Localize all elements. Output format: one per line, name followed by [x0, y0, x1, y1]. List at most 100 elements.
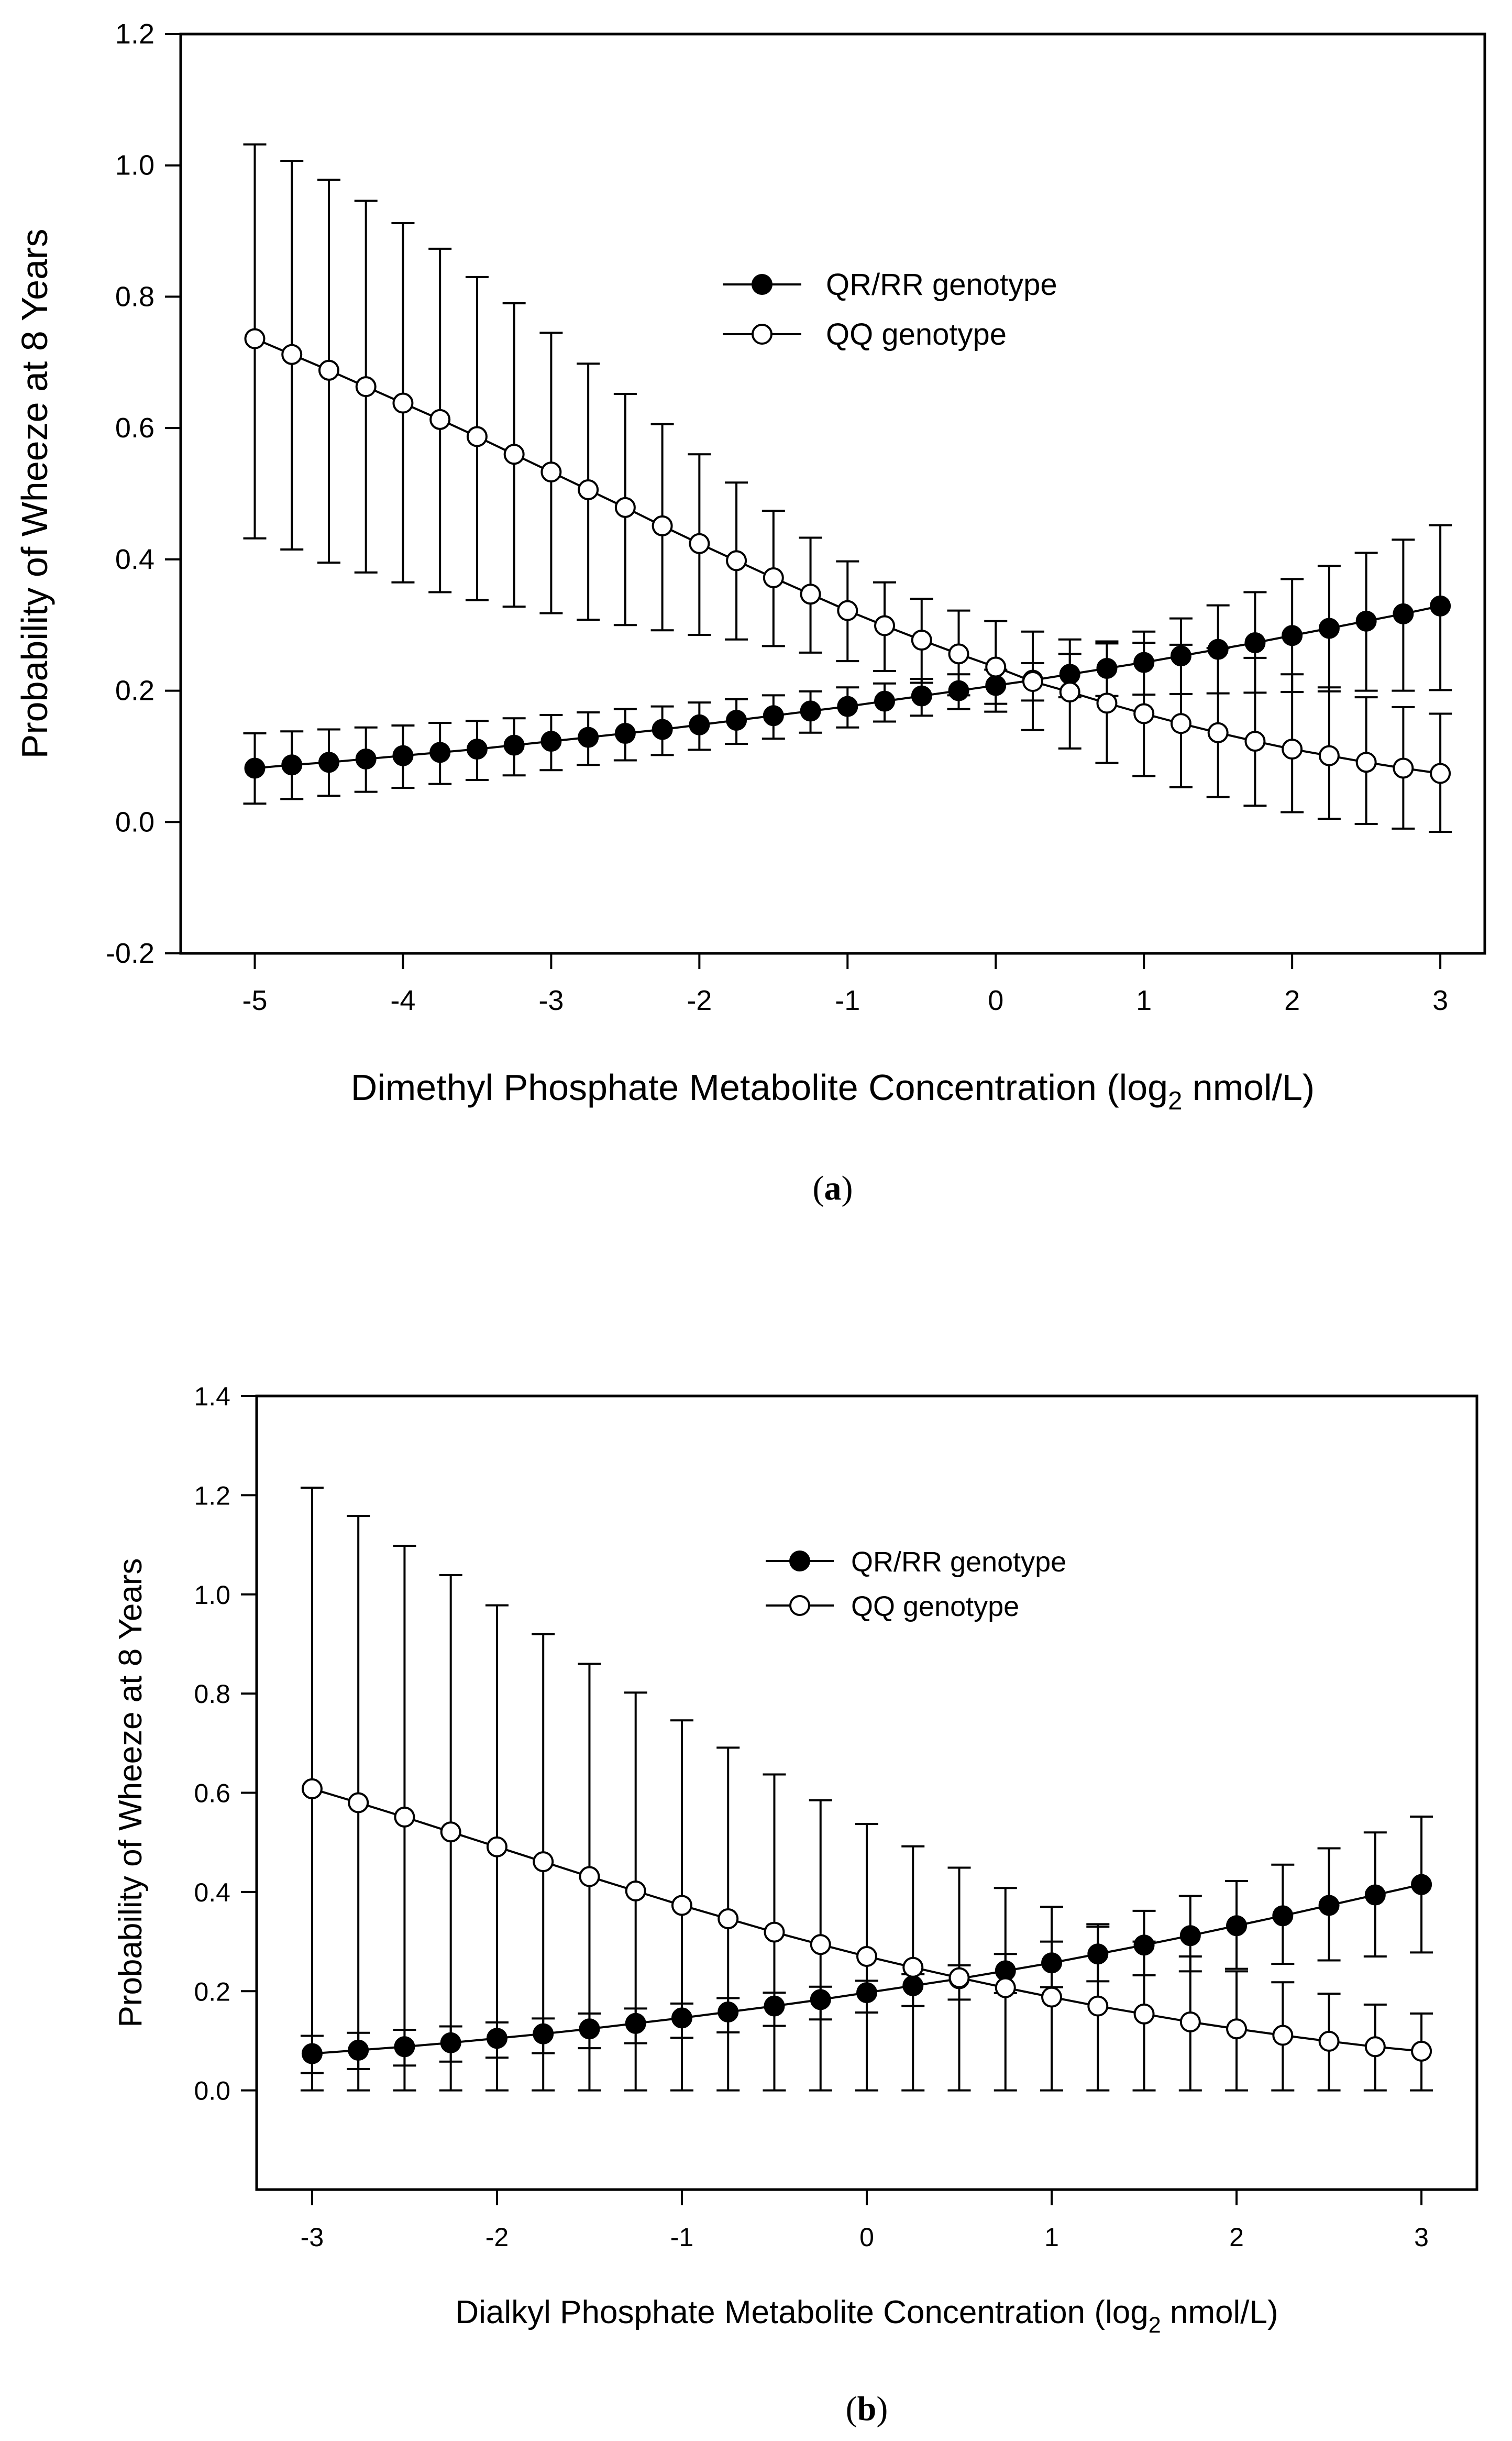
plot-frame — [179, 32, 1486, 955]
data-point — [911, 685, 932, 707]
data-point — [503, 734, 525, 756]
data-point — [764, 1995, 785, 2017]
y-tick-label: 1.2 — [115, 18, 154, 50]
data-point — [466, 426, 488, 447]
data-point — [1244, 731, 1266, 752]
y-tick-label: 0.2 — [194, 1977, 230, 2006]
x-tick-label: 2 — [1284, 985, 1300, 1016]
data-point — [301, 2043, 323, 2064]
data-point — [948, 643, 969, 665]
data-point — [1170, 645, 1191, 667]
data-point — [902, 1975, 924, 1996]
y-tick-label: 1.4 — [194, 1382, 230, 1411]
data-point — [1355, 752, 1377, 773]
data-point — [355, 376, 377, 398]
panel-caption-open: ( — [813, 1169, 824, 1207]
data-point — [1411, 1874, 1432, 1895]
x-tick-label: 0 — [988, 985, 1003, 1016]
x-tick-label: -2 — [485, 2223, 509, 2252]
legend-label: QQ genotype — [826, 317, 1007, 351]
data-point — [1096, 692, 1118, 714]
y-tick-label: 0.4 — [194, 1878, 230, 1907]
data-point — [1226, 2018, 1248, 2040]
panel-caption-letter: a — [824, 1169, 842, 1207]
data-point — [948, 1967, 970, 1988]
data-point — [429, 409, 451, 430]
x-tick-label: 2 — [1229, 2223, 1244, 2252]
x-axis-title-main: Dimethyl Phosphate Metabolite Concentrat… — [351, 1067, 1168, 1108]
x-axis-title: Dimethyl Phosphate Metabolite Concentrat… — [351, 1067, 1315, 1115]
data-point — [1364, 2036, 1386, 2058]
data-point — [244, 757, 266, 779]
data-point — [763, 705, 784, 727]
data-point — [874, 615, 896, 636]
x-tick-label: 0 — [859, 2223, 874, 2252]
data-point — [810, 1934, 831, 1955]
data-point — [985, 656, 1007, 678]
data-point — [948, 680, 969, 701]
data-point — [1318, 745, 1340, 766]
data-point — [1179, 2011, 1201, 2032]
data-point — [837, 600, 858, 621]
data-point — [1226, 1915, 1248, 1937]
x-axis-title-end: nmol/L) — [1161, 2294, 1278, 2330]
data-point — [440, 1821, 461, 1843]
data-point — [503, 444, 525, 465]
data-point — [1087, 1995, 1109, 2017]
data-point — [1087, 1943, 1109, 1965]
data-point — [486, 2028, 507, 2049]
data-point — [1133, 2003, 1155, 2025]
y-tick-label: 0.6 — [194, 1779, 230, 1808]
data-point — [671, 2007, 692, 2029]
x-tick-label: -1 — [835, 985, 860, 1016]
data-point — [614, 723, 636, 744]
data-point — [578, 727, 599, 748]
x-tick-label: 3 — [1432, 985, 1448, 1016]
data-point — [392, 392, 414, 414]
data-point — [1170, 713, 1191, 734]
data-point — [837, 696, 858, 717]
data-point — [1244, 632, 1266, 654]
data-point — [718, 2002, 739, 2023]
y-tick-label: 0.0 — [194, 2076, 230, 2106]
data-point — [1059, 664, 1080, 685]
y-tick-label: 0.0 — [115, 806, 154, 838]
data-point — [1430, 595, 1451, 617]
legend-label: QQ genotype — [851, 1591, 1019, 1622]
data-point — [1430, 763, 1451, 784]
data-point — [394, 2036, 415, 2058]
data-point — [726, 550, 747, 571]
data-point — [652, 515, 673, 536]
data-point — [689, 533, 710, 554]
data-point — [911, 630, 932, 651]
data-point — [578, 479, 599, 500]
legend-label: QR/RR genotype — [851, 1546, 1066, 1578]
x-tick-label: -3 — [301, 2223, 324, 2252]
x-tick-label: -1 — [670, 2223, 693, 2252]
data-point — [301, 1778, 323, 1799]
data-point — [355, 748, 377, 769]
y-tick-label: 0.4 — [115, 544, 154, 575]
data-point — [800, 700, 821, 722]
data-point — [902, 1956, 924, 1978]
data-point — [1282, 625, 1303, 646]
data-point — [540, 461, 562, 483]
data-point — [1393, 757, 1414, 779]
data-point — [348, 1792, 369, 1813]
data-point — [466, 739, 488, 760]
chart-panel-a: -5 -4 -3 -2 -1 0 1 2 3 -0.2 0.0 0.2 0.4 0.6 0.8 1.0 1.2 Q… — [14, 18, 1486, 1207]
y-axis-title: Probability of Wheeze at 8 Years — [14, 229, 55, 759]
data-point — [579, 1866, 600, 1887]
y-tick-label: 0.8 — [194, 1679, 230, 1709]
data-point — [429, 742, 451, 763]
data-point — [625, 1880, 646, 1901]
legend-marker — [752, 324, 772, 345]
panel-caption: (a) — [813, 1169, 853, 1207]
data-point — [1041, 1952, 1063, 1974]
data-point — [244, 328, 266, 349]
data-point — [1133, 703, 1155, 724]
data-point — [1133, 1934, 1155, 1956]
data-point — [394, 1806, 415, 1828]
panel-caption-open: ( — [846, 2390, 857, 2428]
